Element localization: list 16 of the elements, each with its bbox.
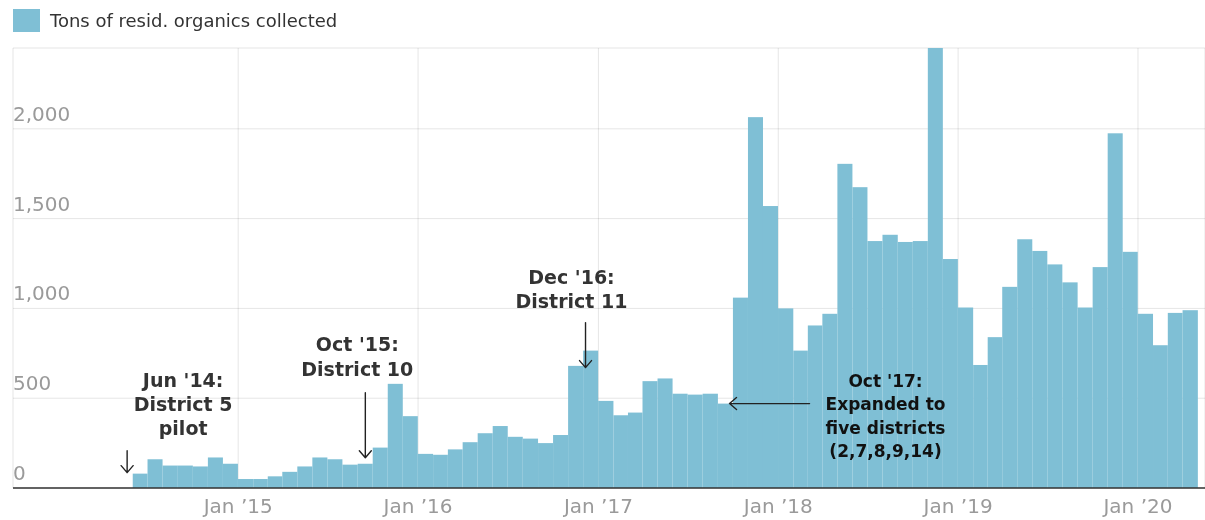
annotation: Jun '14: District 5 pilot: [133, 368, 233, 439]
y-tick-label: 1,500: [13, 191, 71, 216]
x-tick-label: Jan ’16: [381, 494, 453, 519]
annotation: Oct '15: District 10: [301, 332, 414, 380]
y-tick-label: 2,000: [13, 101, 71, 126]
y-tick-label: 1,000: [13, 281, 71, 306]
x-tick-label: Jan ’15: [201, 494, 273, 519]
annotation: Oct '17: Expanded to five districts (2,7,8,9,14): [825, 370, 946, 462]
y-tick-label: 500: [13, 371, 52, 396]
x-tick-label: Jan ’19: [921, 494, 993, 519]
x-tick-label: Jan ’17: [561, 494, 633, 519]
annotation: Dec '16: District 11: [515, 265, 628, 312]
x-tick-label: Jan ’20: [1101, 494, 1173, 519]
y-tick-label: 0: [13, 461, 26, 485]
x-tick-label: Jan ’18: [741, 494, 813, 519]
legend-label: Tons of resid. organics collected: [50, 10, 338, 31]
